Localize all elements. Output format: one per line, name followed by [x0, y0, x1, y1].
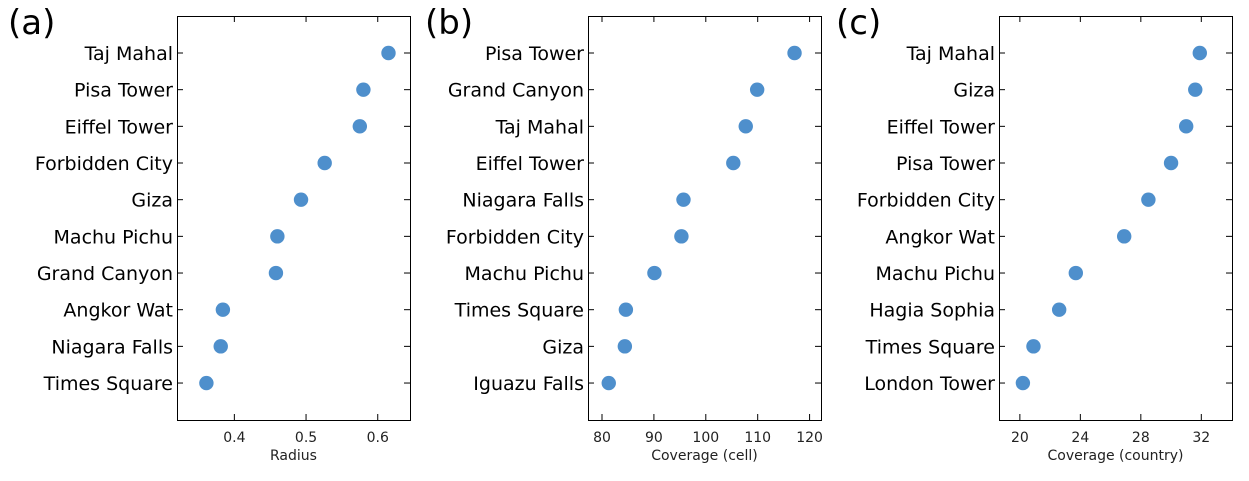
x-tick-label: 110 [744, 430, 771, 446]
data-point [676, 192, 691, 207]
data-point [1026, 339, 1041, 354]
x-tick-label: 0.5 [295, 430, 317, 446]
category-label: Machu Pichu [465, 263, 584, 285]
category-label: Taj Mahal [84, 43, 173, 65]
x-tick-label: 32 [1192, 430, 1210, 446]
data-point [787, 45, 802, 61]
data-point [1163, 155, 1179, 171]
category-label: Times Square [454, 300, 584, 322]
data-point [1051, 302, 1067, 317]
category-label: Hagia Sophia [869, 300, 995, 322]
category-label: Grand Canyon [37, 263, 173, 285]
x-axis-label: Coverage (cell) [651, 448, 758, 464]
category-label: Angkor Wat [885, 226, 995, 248]
chart-panel-c: (c) Taj Mahal Giza Eiffel Tower Pisa Tower Fo… [836, 3, 1233, 464]
x-tick-label: 80 [593, 430, 611, 446]
category-label: Angkor Wat [63, 300, 173, 322]
data-point [617, 339, 633, 354]
category-label: Giza [542, 336, 584, 358]
category-label: Eiffel Tower [887, 116, 996, 138]
data-point [356, 82, 371, 97]
category-label: Times Square [865, 336, 995, 358]
data-point [215, 302, 231, 317]
x-axis-label: Coverage (country) [1048, 448, 1184, 464]
category-label: Forbidden City [446, 226, 584, 248]
panel-label: (c) [836, 3, 881, 43]
category-label: Taj Mahal [906, 43, 995, 65]
data-point [738, 119, 753, 134]
data-point [749, 82, 765, 97]
category-label: Pisa Tower [896, 153, 995, 175]
x-tick-label: 120 [796, 430, 823, 446]
data-point [601, 375, 616, 391]
data-point [647, 265, 662, 281]
x-tick-label: 0.4 [223, 430, 245, 446]
category-label: Times Square [43, 373, 173, 395]
category-label: Forbidden City [857, 190, 995, 212]
data-point [674, 229, 689, 244]
data-point [1141, 192, 1156, 207]
x-tick-label: 28 [1132, 430, 1150, 446]
category-label: Forbidden City [35, 153, 173, 175]
plot-frame [177, 16, 411, 421]
data-point [268, 265, 284, 281]
data-point [1178, 119, 1194, 134]
plot-frame [999, 16, 1233, 421]
data-point [1015, 375, 1031, 391]
x-tick-label: 90 [645, 430, 663, 446]
category-label: Eiffel Tower [476, 153, 585, 175]
plot-frame [588, 16, 822, 421]
data-point [317, 155, 332, 171]
data-point [726, 155, 741, 171]
chart-panel-a: (a) Taj Mahal Pisa Tower Eiffel Tower Forbid… [8, 3, 411, 464]
category-label: Machu Pichu [876, 263, 995, 285]
category-label: Machu Pichu [54, 226, 173, 248]
chart-panel-b: (b) Pisa Tower Grand Canyon Taj Mahal Eiffel… [425, 3, 823, 464]
data-point [213, 339, 228, 354]
x-tick-label: 20 [1011, 430, 1029, 446]
panel-label: (b) [425, 3, 473, 43]
data-point [293, 192, 309, 207]
category-label: Grand Canyon [448, 80, 584, 102]
category-label: Niagara Falls [51, 336, 173, 358]
category-label: Pisa Tower [74, 80, 173, 102]
data-point [352, 119, 368, 134]
category-label: London Tower [864, 373, 995, 395]
x-tick-label: 24 [1071, 430, 1089, 446]
data-point [1116, 229, 1132, 244]
x-tick-label: 100 [692, 430, 719, 446]
category-label: Iguazu Falls [473, 373, 584, 395]
category-label: Taj Mahal [495, 116, 584, 138]
panel-label: (a) [8, 3, 55, 43]
category-label: Niagara Falls [462, 190, 584, 212]
data-point [618, 302, 634, 317]
x-tick-label: 0.6 [367, 430, 389, 446]
category-label: Eiffel Tower [65, 116, 174, 138]
data-point [199, 375, 214, 391]
data-point [1068, 265, 1084, 281]
data-point [270, 229, 285, 244]
category-label: Pisa Tower [485, 43, 584, 65]
category-label: Giza [131, 190, 173, 212]
data-point [1188, 82, 1203, 97]
category-label: Giza [953, 80, 995, 102]
x-axis-label: Radius [270, 448, 317, 464]
data-point [381, 45, 396, 61]
data-point [1192, 45, 1207, 61]
